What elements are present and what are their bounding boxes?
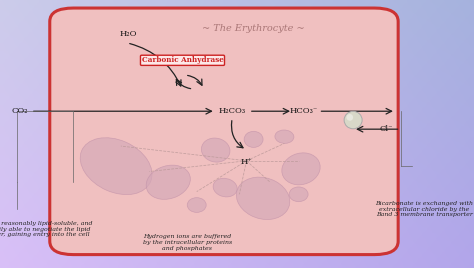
Ellipse shape — [237, 177, 290, 219]
Bar — [71, 0, 83, 268]
Bar — [462, 0, 474, 268]
Bar — [118, 0, 130, 268]
Bar — [201, 0, 213, 268]
Bar — [36, 0, 47, 268]
Bar — [178, 0, 190, 268]
Bar — [261, 0, 273, 268]
Bar — [391, 0, 403, 268]
Ellipse shape — [187, 198, 206, 212]
Bar — [332, 0, 344, 268]
Bar — [450, 0, 462, 268]
Bar — [273, 0, 284, 268]
Ellipse shape — [213, 178, 237, 197]
Text: HCO₃⁻: HCO₃⁻ — [289, 107, 318, 115]
Ellipse shape — [146, 165, 191, 199]
Bar — [249, 0, 261, 268]
Text: CO₂: CO₂ — [12, 107, 28, 115]
Bar — [344, 0, 356, 268]
Text: H₂CO₃: H₂CO₃ — [219, 107, 246, 115]
Bar — [166, 0, 178, 268]
Bar — [130, 0, 142, 268]
FancyBboxPatch shape — [50, 8, 398, 255]
Bar — [59, 0, 71, 268]
Bar — [379, 0, 391, 268]
Bar — [367, 0, 379, 268]
Ellipse shape — [289, 187, 308, 202]
Bar — [24, 0, 36, 268]
Bar — [320, 0, 332, 268]
Bar — [403, 0, 415, 268]
Text: CO2 is reasonably lipid-soluble, and
is easily able to negotiate the lipid
bilay: CO2 is reasonably lipid-soluble, and is … — [0, 221, 93, 237]
Bar — [308, 0, 320, 268]
Bar — [95, 0, 107, 268]
Bar — [356, 0, 367, 268]
Bar — [225, 0, 237, 268]
Bar — [12, 0, 24, 268]
Ellipse shape — [275, 130, 294, 143]
Text: Bicarbonate is exchanged with
extracellular chloride by the
Band 3 membrane tran: Bicarbonate is exchanged with extracellu… — [375, 201, 473, 217]
Bar — [142, 0, 154, 268]
Ellipse shape — [346, 114, 353, 121]
Bar — [0, 0, 12, 268]
Bar — [296, 0, 308, 268]
Bar — [213, 0, 225, 268]
Ellipse shape — [344, 111, 362, 129]
Text: Hydrogen ions are buffered
by the intracellular proteins
and phosphates: Hydrogen ions are buffered by the intrac… — [143, 234, 232, 251]
Text: H₂O: H₂O — [119, 29, 137, 38]
Bar — [107, 0, 118, 268]
Ellipse shape — [282, 153, 320, 185]
Ellipse shape — [201, 138, 230, 162]
Bar — [47, 0, 59, 268]
Bar — [83, 0, 95, 268]
Bar — [415, 0, 427, 268]
Bar — [190, 0, 201, 268]
Bar — [154, 0, 166, 268]
Ellipse shape — [80, 138, 152, 195]
Bar — [427, 0, 438, 268]
Bar — [284, 0, 296, 268]
Bar — [237, 0, 249, 268]
Text: H⁺: H⁺ — [241, 158, 252, 166]
Text: Carbonic Anhydrase: Carbonic Anhydrase — [142, 56, 223, 64]
Text: ~ The Erythrocyte ~: ~ The Erythrocyte ~ — [202, 24, 305, 33]
Ellipse shape — [244, 131, 263, 147]
Text: Cl⁻: Cl⁻ — [379, 125, 392, 133]
Bar — [438, 0, 450, 268]
